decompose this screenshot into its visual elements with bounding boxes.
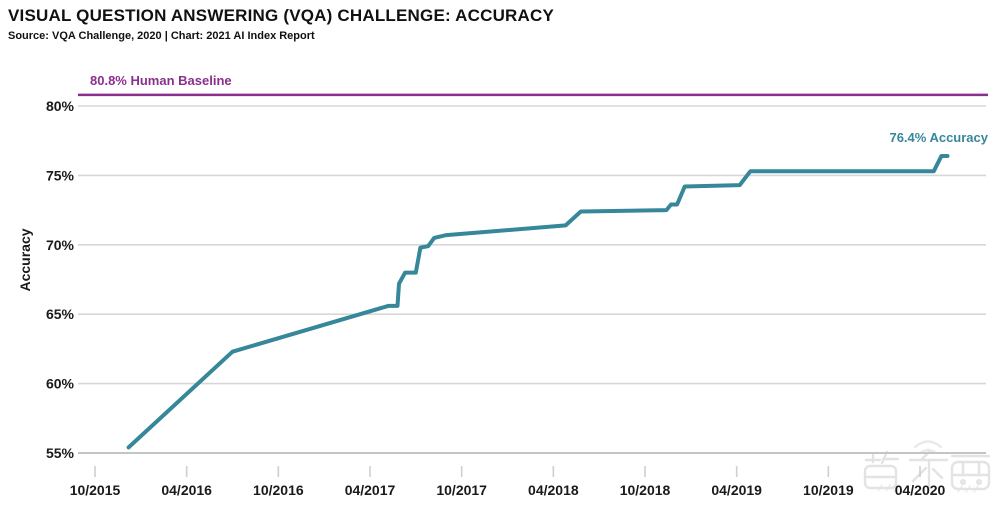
y-tick-label: 80%	[46, 98, 75, 114]
page-subtitle: Source: VQA Challenge, 2020 | Chart: 202…	[8, 30, 315, 42]
page-title: VISUAL QUESTION ANSWERING (VQA) CHALLENG…	[8, 6, 555, 25]
y-tick-label: 70%	[46, 237, 75, 253]
accuracy-series-layer	[126, 154, 950, 450]
y-tick-label: 75%	[46, 167, 75, 183]
y-tick-label: 60%	[46, 376, 75, 392]
watermark-logo	[863, 440, 991, 493]
y-tick-label: 55%	[46, 445, 75, 461]
axis-tick-labels: 80% 75% 70% 65% 60% 55% 10/2015 04/2016 10/2016 0…	[46, 98, 946, 498]
x-tick-label: 10/2015	[70, 482, 121, 498]
human-baseline-annotation: 80.8% Human Baseline	[90, 73, 232, 88]
final-accuracy-annotation: 76.4% Accuracy	[889, 130, 988, 145]
gridlines	[78, 105, 986, 477]
x-tick-label: 10/2019	[803, 482, 854, 498]
accuracy-line	[126, 154, 950, 450]
x-tick-label: 04/2017	[345, 482, 396, 498]
x-tick-label: 04/2016	[161, 482, 212, 498]
x-tick-label: 04/2020	[895, 482, 946, 498]
x-tick-label: 04/2018	[528, 482, 579, 498]
x-tick-label: 10/2017	[436, 482, 487, 498]
x-tick-label: 10/2016	[253, 482, 304, 498]
x-tick-label: 04/2019	[711, 482, 762, 498]
x-tick-label: 10/2018	[620, 482, 671, 498]
y-tick-label: 65%	[46, 306, 75, 322]
